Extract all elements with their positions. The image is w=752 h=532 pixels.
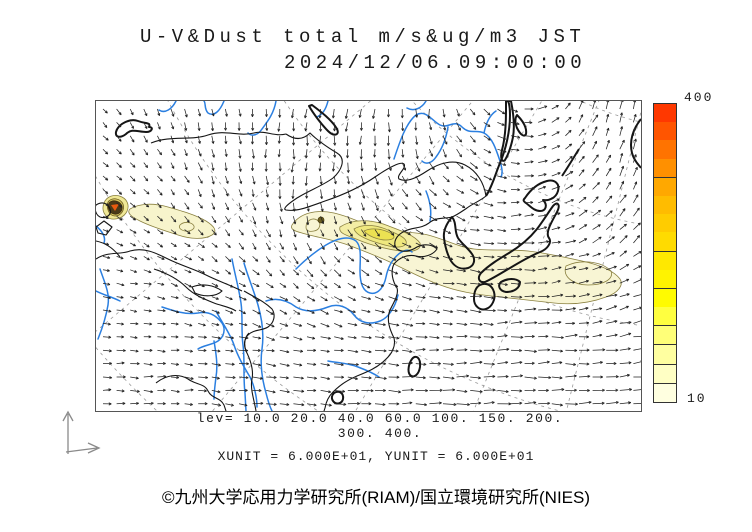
colorbar-segment — [654, 326, 676, 346]
colorbar-segment — [654, 345, 676, 365]
colorbar-max-label: 400 — [684, 90, 714, 105]
colorbar-segment — [654, 364, 676, 384]
colorbar-segment — [654, 232, 676, 252]
colorbar-segment — [654, 269, 676, 289]
axis-indicator — [35, 402, 107, 467]
plot-datetime: 2024/12/06.09:00:00 — [284, 52, 587, 74]
plot-title: U-V&Dust total m/s&ug/m3 JST — [140, 26, 586, 48]
map-canvas — [95, 100, 642, 412]
colorbar-segment — [654, 288, 676, 308]
colorbar-segment — [654, 140, 676, 159]
colorbar-segment — [654, 158, 676, 178]
colorbar-segment — [654, 122, 676, 141]
colorbar-segment — [654, 214, 676, 233]
colorbar-segment — [654, 177, 676, 196]
colorbar-segment — [654, 307, 676, 327]
copyright-text: ©九州大学応用力学研究所(RIAM)/国立環境研究所(NIES) — [161, 488, 591, 507]
colorbar-segment — [654, 104, 676, 123]
colorbar-segment — [654, 383, 676, 402]
colorbar — [653, 103, 677, 403]
contour-levels-line2: 300. 400. — [337, 426, 423, 441]
units-label: XUNIT = 6.000E+01, YUNIT = 6.000E+01 — [217, 449, 535, 464]
colorbar-min-label: 10 — [687, 391, 707, 406]
contour-levels-line1: lev= 10.0 20.0 40.0 60.0 100. 150. 200. — [196, 411, 564, 426]
colorbar-segment — [654, 251, 676, 270]
axis-arrows-icon — [62, 410, 101, 454]
colorbar-segment — [654, 195, 676, 215]
